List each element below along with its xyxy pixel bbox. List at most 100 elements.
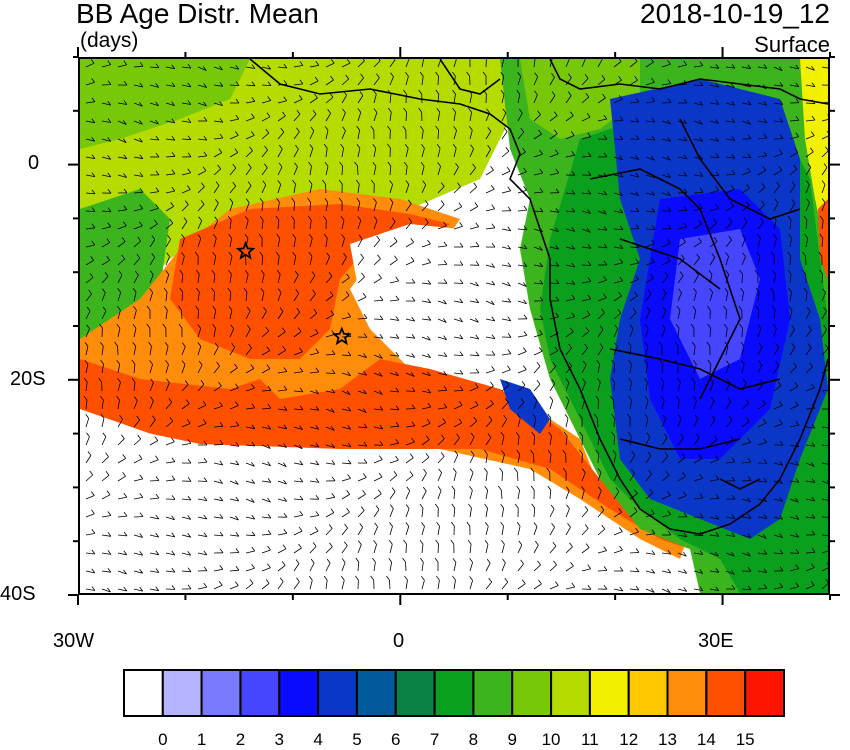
- wind-barb-flag: [266, 364, 271, 369]
- wind-barb: [645, 328, 649, 338]
- wind-barb: [421, 526, 425, 536]
- wind-barb-flag: [779, 533, 783, 538]
- wind-barb-flag: [235, 114, 240, 120]
- wind-barb: [805, 329, 812, 338]
- wind-barb: [117, 102, 127, 105]
- wind-barb: [501, 508, 505, 518]
- wind-barb: [485, 420, 493, 428]
- wind-barb: [645, 174, 655, 179]
- wind-barb-flag: [442, 418, 447, 423]
- wind-barb-flag: [490, 300, 495, 306]
- wind-barb: [357, 510, 365, 518]
- wind-barb-flag: [294, 270, 299, 276]
- wind-barb: [805, 238, 809, 248]
- wind-barb: [821, 389, 828, 392]
- wind-barb: [613, 210, 623, 214]
- map-plot: [80, 59, 828, 593]
- wind-barb-flag: [389, 180, 393, 185]
- wind-barb: [357, 372, 367, 376]
- wind-barb: [309, 293, 316, 302]
- wind-barb: [565, 115, 574, 122]
- colorbar-swatch: [278, 669, 320, 717]
- wind-barb-flag: [139, 551, 144, 556]
- wind-barb: [293, 530, 303, 536]
- wind-barb-flag: [699, 493, 704, 499]
- wind-barb-flag: [774, 198, 779, 204]
- wind-barb-flag: [343, 252, 347, 258]
- wind-barb: [773, 365, 779, 374]
- wind-barb-flag: [227, 215, 232, 221]
- wind-barb-flag: [229, 198, 234, 203]
- wind-barb: [469, 544, 472, 554]
- wind-barb-flag: [779, 549, 784, 555]
- wind-barb-flag: [123, 173, 127, 178]
- wind-barb-flag: [727, 397, 732, 402]
- wind-barb-flag: [699, 61, 704, 66]
- wind-barb-flag: [660, 377, 665, 383]
- wind-barb-flag: [249, 146, 253, 152]
- wind-barb: [709, 102, 719, 105]
- wind-barb: [661, 192, 671, 197]
- wind-barb-flag: [747, 167, 751, 173]
- colorbar-swatch: [550, 669, 591, 717]
- wind-barb-flag: [618, 59, 622, 62]
- wind-barb-flag: [282, 462, 287, 467]
- wind-barb-flag: [346, 490, 351, 495]
- wind-barb-flag: [473, 182, 478, 188]
- wind-barb: [597, 312, 605, 320]
- wind-barb-flag: [546, 467, 551, 473]
- wind-barb-flag: [245, 198, 250, 203]
- wind-barb-flag: [741, 234, 746, 239]
- wind-barb: [389, 318, 399, 321]
- wind-barb: [517, 282, 527, 287]
- wind-barb: [613, 363, 615, 374]
- wind-barb-flag: [395, 316, 400, 321]
- wind-barb-flag: [354, 161, 358, 167]
- wind-barb-flag: [646, 306, 651, 312]
- wind-barb: [229, 328, 235, 338]
- wind-barb-flag: [651, 135, 656, 141]
- wind-barb-flag: [779, 479, 783, 484]
- wind-barb-flag: [164, 341, 169, 347]
- wind-barb: [293, 238, 296, 248]
- wind-barb: [661, 83, 671, 86]
- wind-barb: [597, 528, 606, 536]
- wind-barb-flag: [619, 208, 624, 214]
- wind-barb: [805, 66, 815, 71]
- wind-barb: [645, 533, 655, 536]
- wind-barb-flag: [117, 306, 121, 311]
- colorbar-label: 11: [581, 730, 599, 749]
- wind-barb-flag: [324, 197, 329, 203]
- wind-barb-flag: [329, 93, 334, 98]
- wind-barb: [165, 570, 175, 573]
- wind-barb: [101, 418, 105, 428]
- wind-barb: [517, 335, 527, 338]
- wind-barb: [645, 61, 654, 68]
- wind-barb-flag: [679, 271, 684, 276]
- wind-barb: [565, 298, 575, 302]
- wind-barb-flag: [91, 529, 96, 534]
- wind-barb: [565, 347, 572, 356]
- wind-barb: [485, 472, 488, 482]
- wind-barb-flag: [475, 261, 480, 266]
- wind-barb-flag: [427, 239, 431, 245]
- wind-barb: [133, 84, 143, 88]
- wind-barb-flag: [567, 522, 571, 528]
- wind-barb-flag: [376, 73, 380, 79]
- wind-barb-flag: [85, 414, 90, 419]
- wind-barb-flag: [181, 234, 185, 239]
- wind-barb: [181, 498, 191, 501]
- wind-barb: [517, 418, 521, 428]
- wind-barb: [629, 120, 639, 123]
- wind-barb: [645, 473, 652, 482]
- wind-barb-flag: [395, 405, 400, 411]
- wind-barb-flag: [747, 533, 752, 538]
- wind-barb-flag: [523, 299, 527, 304]
- wind-barb: [629, 279, 639, 284]
- wind-barb: [133, 240, 141, 248]
- wind-barb: [757, 66, 767, 69]
- wind-barb-flag: [251, 564, 255, 569]
- wind-barb: [165, 66, 175, 70]
- wind-barb-flag: [83, 377, 88, 383]
- wind-barb: [261, 407, 272, 410]
